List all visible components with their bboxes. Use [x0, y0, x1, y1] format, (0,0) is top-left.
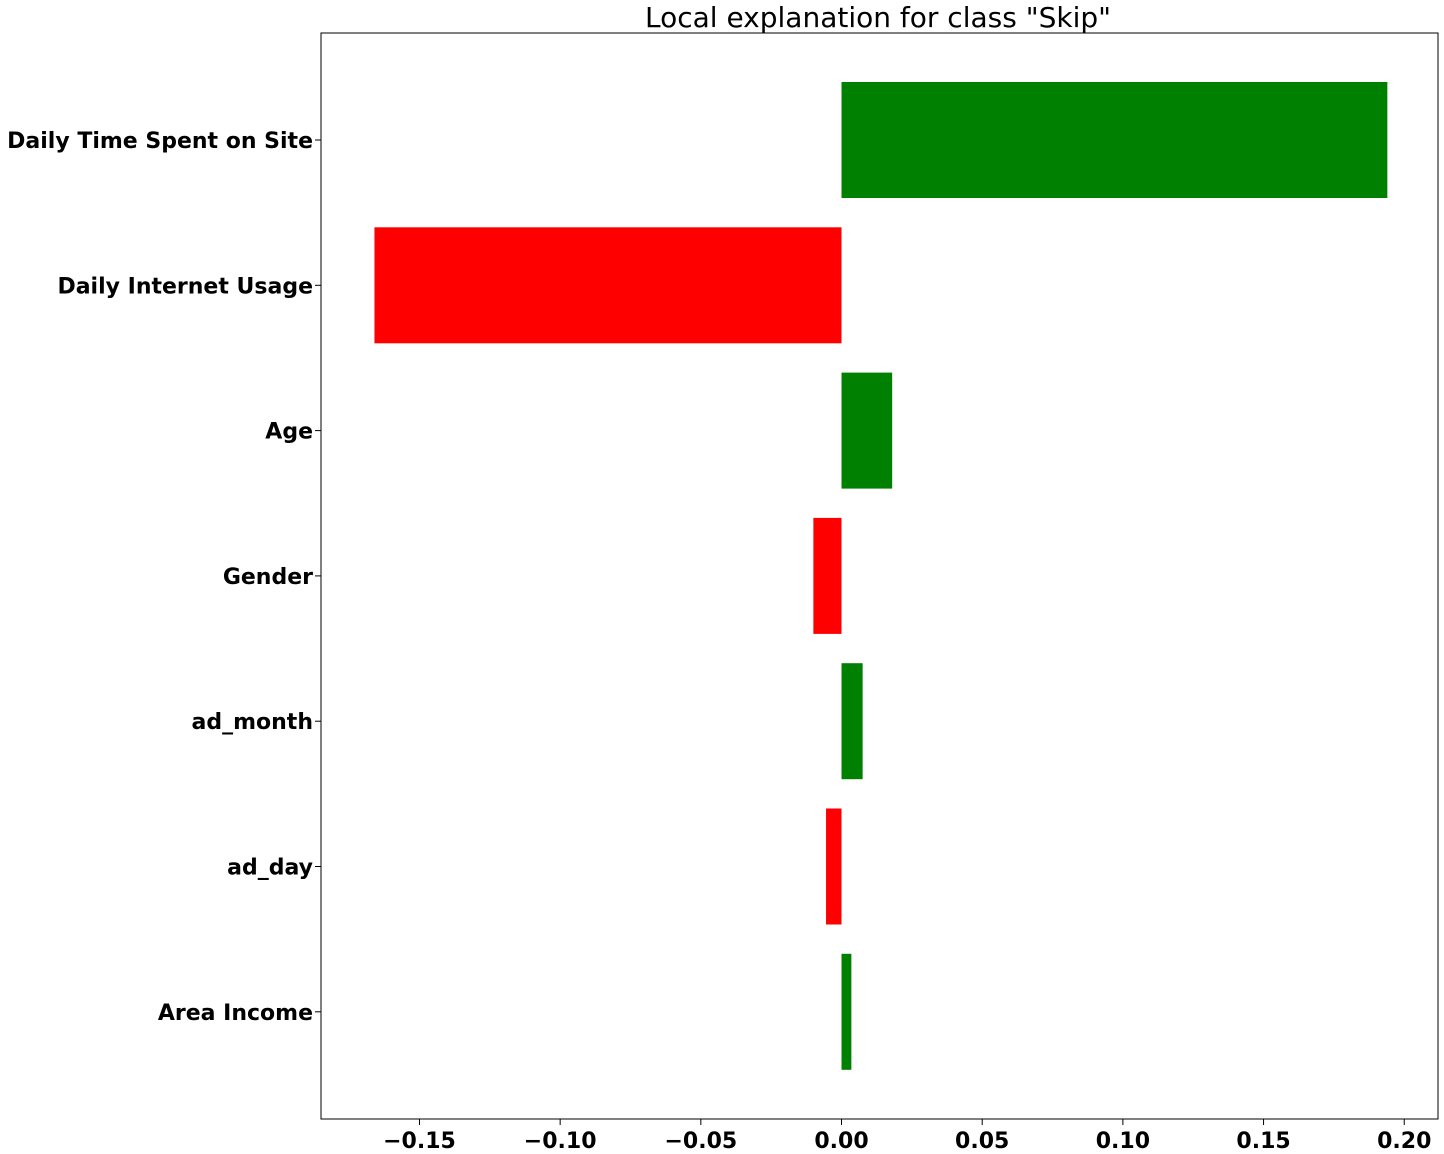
- x-tick-label: 0.05: [955, 1129, 1009, 1154]
- x-tick-label: 0.10: [1096, 1129, 1150, 1154]
- x-axis-ticks: −0.15 −0.10 −0.05 0.00 0.05 0.10 0.15 0.20: [383, 1119, 1431, 1154]
- bars-group: [374, 82, 1388, 1070]
- x-tick-label: −0.10: [524, 1129, 597, 1154]
- x-tick-label: 0.15: [1236, 1129, 1290, 1154]
- bar-ad-month: [841, 663, 863, 780]
- bar-area-income: [841, 953, 852, 1070]
- x-tick-label: 0.00: [814, 1129, 868, 1154]
- x-tick-label: 0.20: [1377, 1129, 1431, 1154]
- bar-age: [841, 372, 893, 489]
- bar-gender: [813, 517, 842, 634]
- y-tick-label: Gender: [223, 565, 313, 590]
- bar-daily-time-spent-on-site: [841, 82, 1388, 198]
- y-tick-label: ad_day: [227, 856, 313, 881]
- y-axis-ticks: Daily Time Spent on Site Daily Internet U…: [7, 129, 321, 1026]
- y-tick-label: Age: [265, 420, 313, 445]
- bar-daily-internet-usage: [374, 227, 842, 344]
- x-tick-label: −0.15: [383, 1129, 456, 1154]
- y-tick-label: Daily Internet Usage: [57, 274, 313, 299]
- x-tick-label: −0.05: [664, 1129, 737, 1154]
- chart-title: Local explanation for class "Skip": [645, 1, 1111, 34]
- bar-ad-day: [826, 808, 842, 925]
- y-tick-label: Area Income: [158, 1001, 313, 1026]
- y-tick-label: Daily Time Spent on Site: [7, 129, 313, 154]
- y-tick-label: ad_month: [192, 710, 313, 735]
- axes-frame: [320, 32, 1439, 1120]
